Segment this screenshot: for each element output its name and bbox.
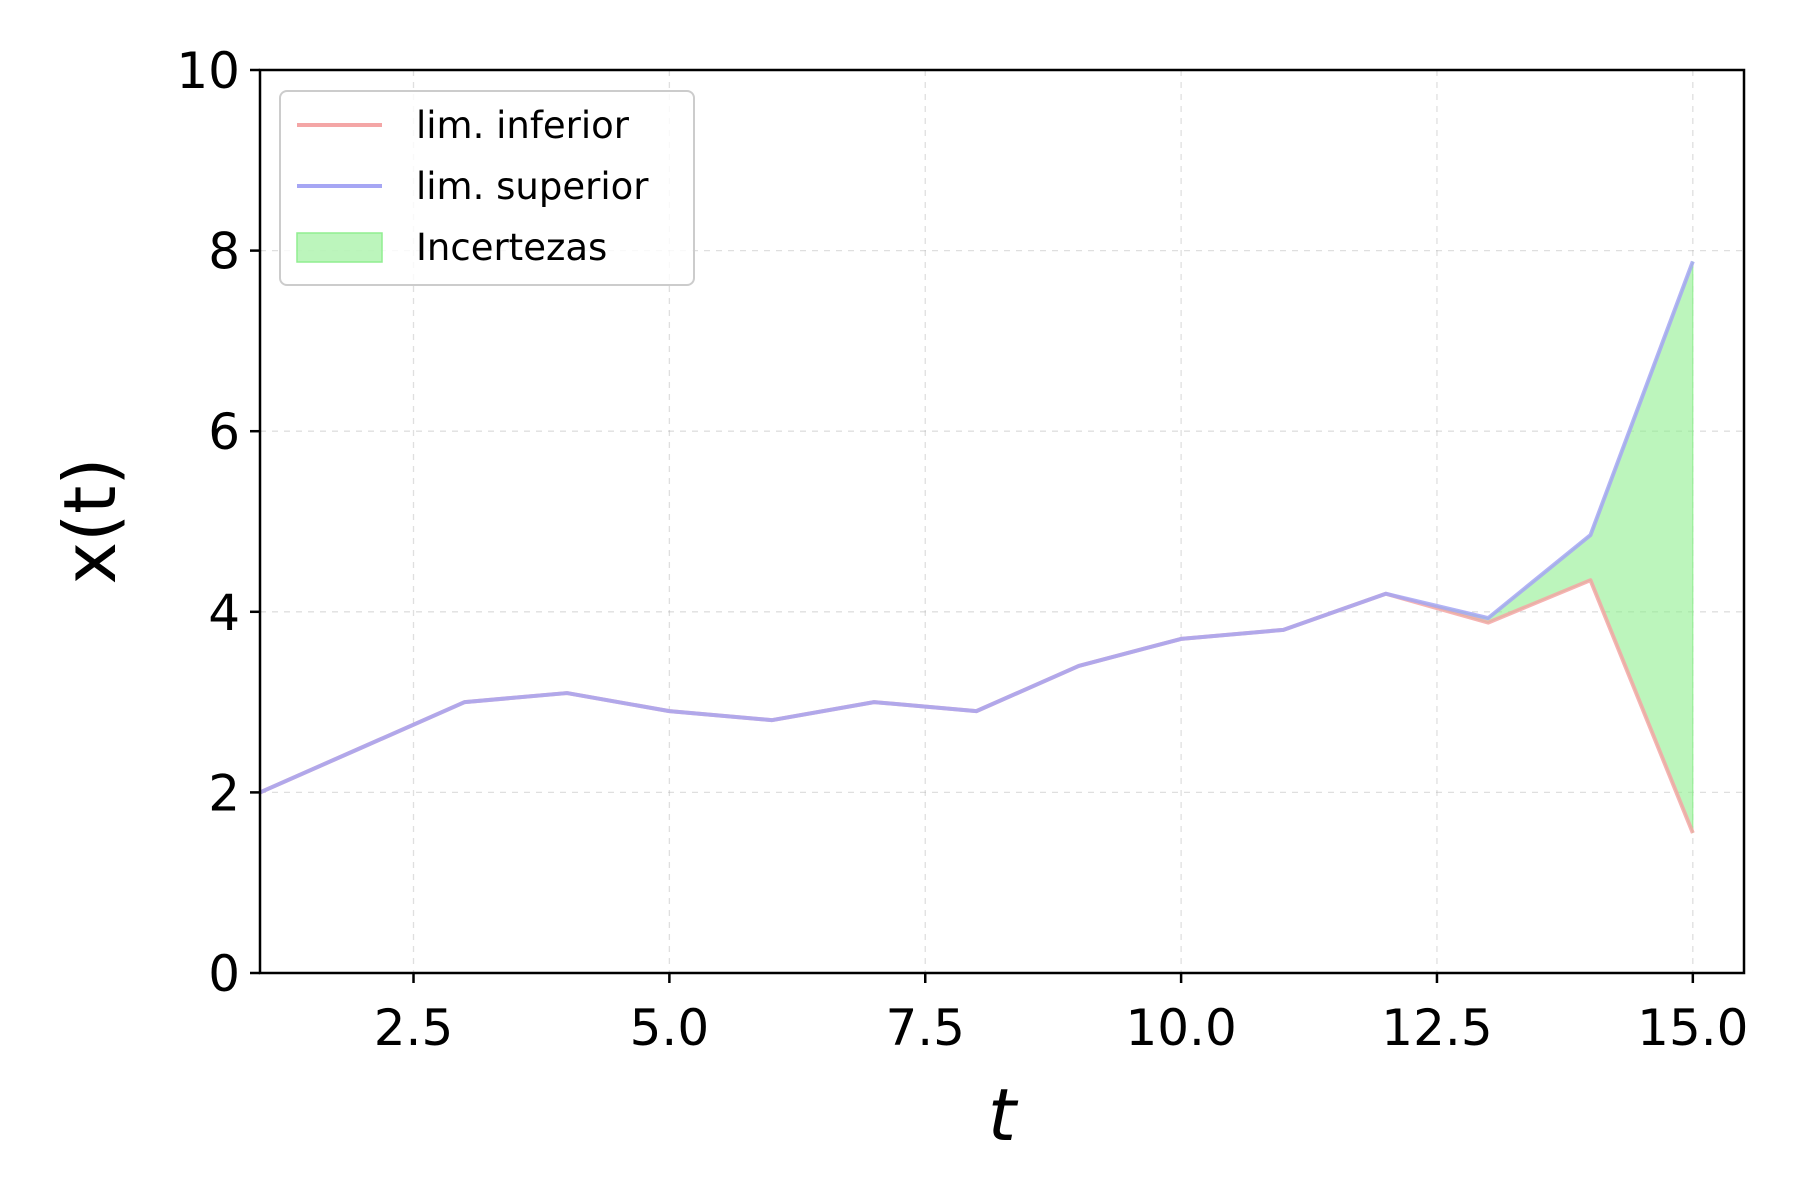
legend-swatch — [296, 232, 383, 263]
x-tick-label: 7.5 — [885, 999, 965, 1057]
legend-label: Incertezas — [416, 226, 607, 269]
x-tick-label: 15.0 — [1637, 999, 1748, 1057]
y-tick-label: 0 — [208, 945, 240, 1003]
legend-item-lower: lim. inferior — [297, 104, 630, 147]
legend: lim. inferior lim. superior Incertezas — [279, 90, 695, 286]
y-tick-label: 6 — [208, 403, 240, 461]
series-line-lower — [259, 578, 1695, 834]
legend-item-band: Incertezas — [296, 226, 607, 269]
x-axis-title: t — [988, 1073, 1019, 1157]
legend-items: lim. inferior lim. superior Incertezas — [296, 104, 649, 269]
y-tick-label: 10 — [176, 42, 240, 100]
y-tick-label: 2 — [208, 764, 240, 822]
plot-frame — [258, 68, 1746, 975]
uncertainty-band-layer — [259, 261, 1694, 834]
x-tick-label: 2.5 — [374, 999, 454, 1057]
uncertainty-band — [259, 261, 1694, 834]
legend-item-upper: lim. superior — [297, 165, 649, 208]
y-axis-title: x(t) — [48, 457, 132, 584]
x-tick-label: 12.5 — [1381, 999, 1492, 1057]
series-line-upper — [259, 260, 1695, 795]
legend-label: lim. superior — [416, 165, 649, 208]
x-tick-label: 5.0 — [630, 999, 710, 1057]
legend-frame — [279, 90, 695, 286]
x-axis: 2.5 5.0 7.5 10.0 12.5 15.0 — [374, 973, 1748, 1057]
y-tick-label: 8 — [208, 223, 240, 281]
x-tick-label: 10.0 — [1125, 999, 1236, 1057]
legend-label: lim. inferior — [416, 104, 630, 147]
y-tick-label: 4 — [208, 584, 240, 642]
y-axis: 0 2 4 6 8 10 — [176, 42, 260, 1003]
series-layer — [259, 260, 1695, 834]
